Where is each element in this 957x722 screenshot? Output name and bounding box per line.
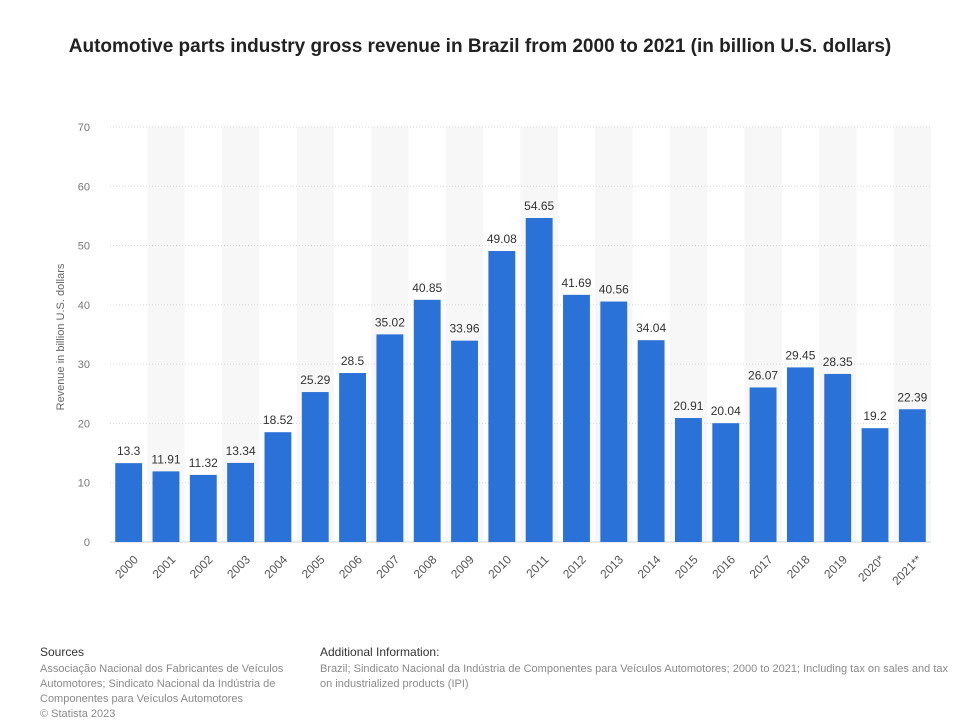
y-tick-label: 50 (78, 241, 90, 253)
additional-info-section: Additional Information: Brazil; Sindicat… (320, 645, 957, 692)
bar[interactable] (227, 462, 255, 542)
x-tick-label: 2018 (784, 552, 813, 581)
bar[interactable] (824, 373, 852, 542)
bar-value-label: 13.3 (117, 444, 141, 458)
x-tick-label: 2003 (224, 552, 253, 581)
x-tick-label: 2001 (150, 552, 179, 581)
x-tick-label: 2005 (299, 552, 328, 581)
bar-value-label: 18.52 (263, 413, 293, 427)
bar[interactable] (786, 367, 814, 542)
x-tick-label: 2012 (560, 552, 589, 581)
y-tick-label: 60 (78, 181, 90, 193)
bar-value-label: 40.85 (412, 281, 442, 295)
x-tick-label: 2021** (889, 552, 925, 588)
bar[interactable] (189, 474, 217, 542)
bar[interactable] (339, 373, 367, 542)
y-tick-label: 30 (78, 359, 90, 371)
bar[interactable] (749, 387, 777, 542)
y-axis-ticks: 0 10 20 30 40 50 60 70 (78, 122, 90, 549)
x-tick-label: 2007 (373, 552, 402, 581)
x-tick-label: 2010 (485, 552, 514, 581)
bar-value-label: 28.35 (823, 355, 853, 369)
sources-heading: Sources (40, 645, 85, 659)
bar[interactable] (264, 432, 292, 542)
sources-section: Sources Associação Nacional dos Fabrican… (40, 645, 310, 722)
chart-title: Automotive parts industry gross revenue … (68, 36, 892, 57)
bar-value-label: 11.91 (151, 452, 180, 466)
x-tick-label: 2011 (523, 552, 551, 580)
bars (115, 218, 926, 543)
bar-value-label: 54.65 (524, 199, 554, 213)
y-axis-label: Revenue in billion U.S. dollars (55, 263, 67, 410)
bar[interactable] (413, 299, 441, 542)
value-labels: 13.3 11.91 11.32 13.34 18.52 25.29 28.5 35.02 40… (117, 199, 928, 470)
bar[interactable] (301, 392, 329, 542)
x-tick-label: 2004 (261, 552, 290, 581)
bar-chart: 0 10 20 30 40 50 60 70 13.3 11.91 11.32 13.34 18.52… (55, 122, 931, 588)
bar[interactable] (898, 409, 926, 542)
x-tick-label: 2020* (855, 552, 887, 584)
bar[interactable] (451, 340, 478, 542)
y-tick-label: 10 (78, 478, 90, 490)
bar[interactable] (152, 471, 180, 542)
additional-info-text: Brazil; Sindicato Nacional da Indústria … (320, 663, 949, 690)
y-tick-label: 40 (78, 300, 90, 312)
bar-value-label: 11.32 (189, 456, 218, 470)
bar-value-label: 41.69 (561, 276, 591, 290)
bar-value-label: 35.02 (375, 315, 405, 329)
bar[interactable] (376, 334, 404, 542)
bar-value-label: 26.07 (748, 368, 778, 382)
bar[interactable] (525, 218, 553, 542)
bar-value-label: 19.2 (863, 409, 887, 423)
additional-info-heading: Additional Information: (320, 645, 440, 659)
x-tick-label: 2019 (821, 552, 850, 581)
bar-value-label: 49.08 (487, 232, 517, 246)
x-tick-label: 2008 (411, 552, 440, 581)
bar[interactable] (488, 251, 516, 543)
x-tick-label: 2006 (336, 552, 365, 581)
x-tick-label: 2002 (187, 552, 216, 581)
x-tick-label: 2013 (597, 552, 626, 581)
bar[interactable] (600, 301, 628, 542)
y-tick-label: 70 (78, 122, 90, 134)
bar-value-label: 33.96 (450, 322, 480, 336)
bar[interactable] (861, 428, 889, 542)
sources-text: Associação Nacional dos Fabricantes de V… (40, 663, 284, 705)
bar[interactable] (674, 418, 702, 542)
x-tick-label: 2000 (112, 552, 141, 581)
x-tick-label: 2017 (747, 552, 776, 581)
bar-value-label: 40.56 (599, 283, 629, 297)
bar-value-label: 20.04 (711, 404, 741, 418)
bar-value-label: 28.5 (341, 354, 365, 368)
bar-value-label: 25.29 (300, 373, 330, 387)
x-tick-label: 2015 (672, 552, 701, 581)
bar[interactable] (115, 463, 143, 542)
x-tick-label: 2016 (709, 552, 738, 581)
bar[interactable] (712, 423, 740, 542)
x-axis-ticks: 2000 2001 2002 2003 2004 2005 2006 2007 2008 2009… (112, 552, 925, 588)
y-tick-label: 0 (84, 537, 90, 549)
copyright-text[interactable]: © Statista 2023 (40, 708, 116, 720)
bar[interactable] (637, 340, 665, 542)
bar-value-label: 20.91 (673, 399, 703, 413)
bar-value-label: 13.34 (226, 444, 256, 458)
bar[interactable] (563, 294, 590, 542)
x-tick-label: 2014 (635, 552, 664, 581)
bar-value-label: 34.04 (636, 321, 666, 335)
x-tick-label: 2009 (448, 552, 477, 581)
y-tick-label: 20 (78, 418, 90, 430)
bar-value-label: 22.39 (897, 390, 927, 404)
bar-value-label: 29.45 (785, 348, 815, 362)
